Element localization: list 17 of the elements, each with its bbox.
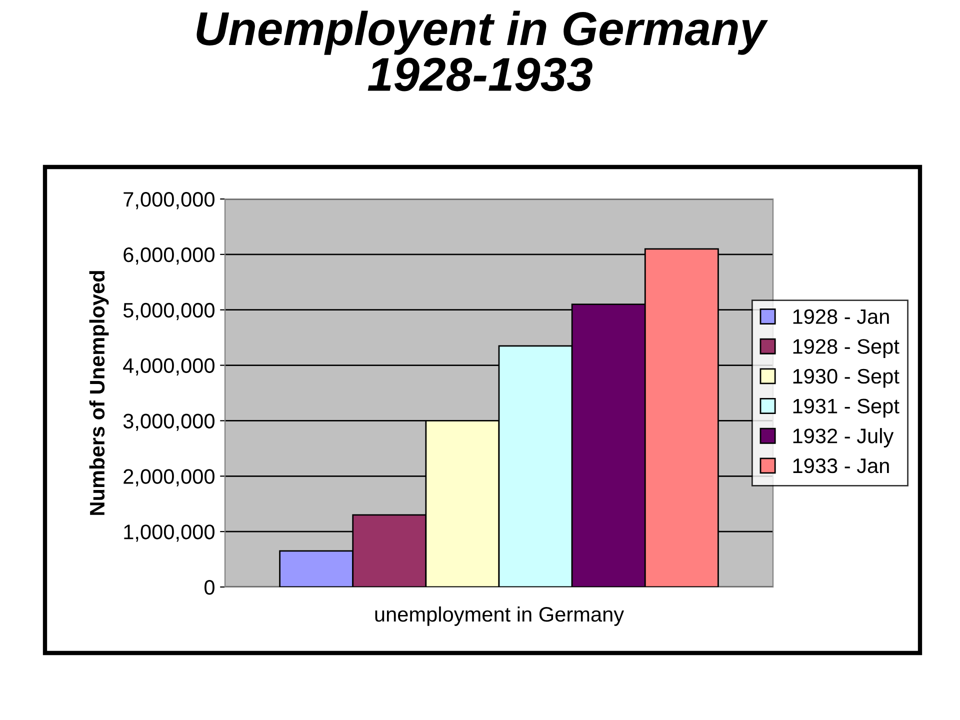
x-tick-label: unemployment in Germany <box>375 606 624 626</box>
y-tick-label: 3,000,000 <box>123 414 214 431</box>
legend-label: 1928 - Sept <box>793 339 900 358</box>
y-tick-label: 1,000,000 <box>124 524 214 542</box>
y-tick-label: 4,000,000 <box>123 358 214 376</box>
legend-label: 1928 - Jan <box>793 309 889 324</box>
y-tick-label: 2,000,000 <box>124 469 214 486</box>
legend-label: 1933 - Jan <box>793 458 889 474</box>
y-axis-title: Numbers of Unemployed <box>89 271 109 515</box>
y-tick-label: 0 <box>204 580 214 595</box>
y-tick-label: 5,000,000 <box>123 302 214 320</box>
y-tick-label: 6,000,000 <box>124 247 214 265</box>
legend-label: 1932 - July <box>793 428 894 448</box>
legend-label: 1931 - Sept <box>793 398 900 418</box>
chart-title: Unemployent in Germany 1928-1933 <box>196 10 768 92</box>
legend-label: 1930 - Sept <box>793 368 900 388</box>
y-tick-label: 7,000,000 <box>124 192 214 210</box>
